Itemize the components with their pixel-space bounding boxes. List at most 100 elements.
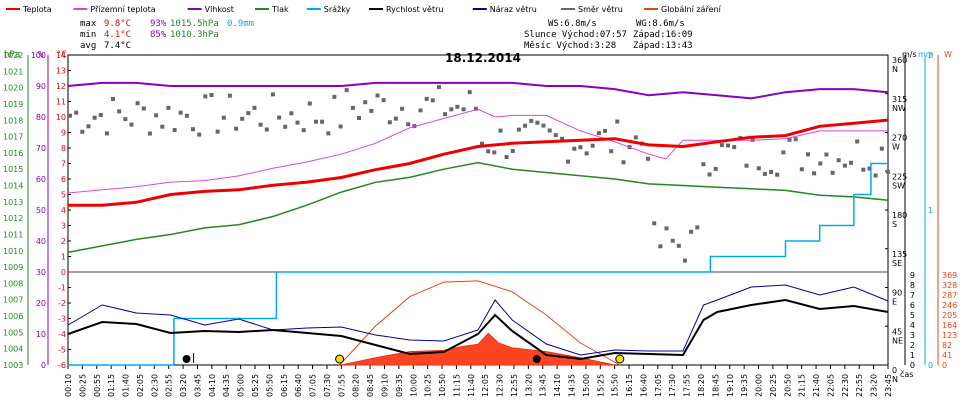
direction-point bbox=[707, 172, 712, 177]
temp-tick: 7 bbox=[61, 160, 66, 169]
direction-point bbox=[246, 111, 251, 116]
direction-point bbox=[381, 98, 386, 103]
direction-point bbox=[473, 106, 478, 111]
time-tick: 05:25 bbox=[251, 374, 260, 397]
direction-point bbox=[277, 115, 282, 120]
direction-point bbox=[80, 129, 85, 134]
w-tick: 41 bbox=[942, 351, 952, 360]
direction-point bbox=[689, 229, 694, 234]
direction-point bbox=[215, 129, 220, 134]
direction-point bbox=[191, 127, 195, 132]
wind-line bbox=[67, 298, 889, 361]
time-tick: 22:55 bbox=[855, 374, 864, 397]
temp-tick: 8 bbox=[61, 144, 66, 153]
direction-tick: SW bbox=[892, 181, 905, 190]
direction-tick: 0 bbox=[892, 366, 897, 375]
direction-point bbox=[633, 135, 638, 140]
direction-point bbox=[98, 113, 103, 117]
time-tick: 18:45 bbox=[711, 374, 720, 397]
hpa-tick: 1017 bbox=[3, 133, 23, 142]
ms-tick: 0 bbox=[910, 361, 915, 370]
time-tick: 00:55 bbox=[93, 374, 102, 397]
temp-tick: 10 bbox=[56, 113, 66, 122]
time-tick: 18:20 bbox=[697, 374, 706, 397]
time-axis-label: čas bbox=[900, 369, 913, 379]
time-tick: 15:25 bbox=[596, 374, 605, 397]
time-tick: 17:05 bbox=[654, 374, 663, 397]
direction-point bbox=[289, 111, 294, 116]
hpa-tick: 1012 bbox=[3, 214, 23, 223]
direction-point bbox=[799, 167, 804, 172]
time-tick: 20:50 bbox=[783, 374, 792, 397]
temp-tick: -2 bbox=[58, 299, 66, 308]
hpa-tick: 1020 bbox=[3, 84, 23, 93]
info-sunset: Západ:16:09 bbox=[633, 30, 693, 40]
pct-tick: 40 bbox=[36, 237, 46, 246]
direction-point bbox=[793, 137, 798, 142]
direction-tick: N bbox=[892, 375, 898, 384]
direction-point bbox=[86, 124, 91, 129]
legend-label: Teplota bbox=[22, 5, 52, 14]
time-tick: 19:35 bbox=[740, 374, 749, 397]
hpa-tick: 1003 bbox=[3, 361, 23, 370]
time-tick: 02:30 bbox=[150, 374, 159, 397]
axis-label-ms: m/s bbox=[902, 50, 917, 59]
direction-point bbox=[111, 97, 115, 101]
direction-point bbox=[541, 123, 546, 128]
direction-point bbox=[123, 117, 128, 122]
direction-point bbox=[719, 143, 724, 148]
direction-point bbox=[270, 92, 275, 97]
temp-tick: -4 bbox=[58, 330, 66, 339]
direction-point bbox=[209, 93, 214, 97]
direction-point bbox=[836, 158, 841, 163]
direction-point bbox=[732, 145, 737, 150]
time-tick: 04:35 bbox=[222, 374, 231, 397]
time-tick: 09:10 bbox=[380, 374, 389, 397]
axis-label-w: W bbox=[944, 50, 952, 59]
temp-tick: 5 bbox=[61, 191, 66, 200]
time-tick: 02:05 bbox=[136, 374, 145, 397]
moonrise-marker bbox=[182, 355, 191, 363]
temp-tick: -5 bbox=[58, 346, 66, 355]
axis-label-hpa: hPa bbox=[4, 50, 20, 60]
w-tick: 246 bbox=[942, 301, 957, 310]
direction-tick: 360 bbox=[892, 56, 907, 65]
direction-tick: 315 bbox=[892, 95, 907, 104]
time-tick: 10:25 bbox=[424, 374, 433, 397]
pct-tick: 30 bbox=[36, 268, 46, 277]
direction-point bbox=[406, 122, 411, 127]
pct-tick: 60 bbox=[36, 175, 46, 184]
direction-point bbox=[92, 115, 97, 120]
direction-point bbox=[547, 128, 552, 133]
direction-point bbox=[572, 146, 577, 151]
legend-label: Globální záření bbox=[661, 5, 722, 14]
time-tick: 15:50 bbox=[611, 374, 620, 397]
pressure-line bbox=[67, 161, 889, 254]
hpa-tick: 1016 bbox=[3, 149, 23, 158]
direction-tick: 45 bbox=[892, 327, 902, 336]
legend-label: Náraz větru bbox=[490, 5, 537, 14]
direction-point bbox=[301, 128, 306, 133]
direction-point bbox=[824, 152, 829, 157]
humidity-line bbox=[67, 81, 889, 100]
time-tick: 21:40 bbox=[812, 374, 821, 397]
pct-tick: 90 bbox=[36, 82, 46, 91]
time-tick: 16:15 bbox=[625, 374, 634, 397]
direction-tick: S bbox=[892, 220, 897, 229]
stat-label: avg bbox=[80, 41, 96, 51]
direction-tick: 135 bbox=[892, 250, 907, 259]
stat-press-min: 1010.3hPa bbox=[170, 30, 219, 40]
direction-point bbox=[535, 120, 540, 125]
direction-point bbox=[424, 96, 429, 101]
time-tick: 10:50 bbox=[438, 374, 447, 397]
hpa-tick: 1008 bbox=[3, 279, 23, 288]
direction-point bbox=[326, 131, 331, 136]
direction-point bbox=[830, 170, 835, 175]
direction-point bbox=[855, 139, 860, 144]
direction-point bbox=[762, 171, 767, 176]
hpa-tick: 1007 bbox=[3, 296, 23, 305]
direction-point bbox=[203, 94, 208, 99]
moonset-marker bbox=[532, 355, 541, 363]
ms-tick: 1 bbox=[910, 351, 915, 360]
